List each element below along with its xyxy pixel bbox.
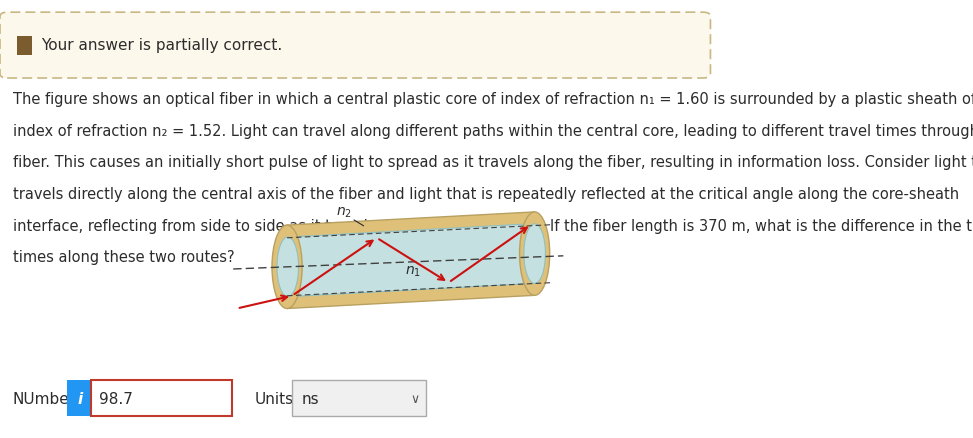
Text: interface, reflecting from side to side as it travels down the central core. If : interface, reflecting from side to side … xyxy=(13,218,973,233)
FancyBboxPatch shape xyxy=(91,381,232,417)
Ellipse shape xyxy=(520,212,550,296)
FancyBboxPatch shape xyxy=(67,381,93,417)
Ellipse shape xyxy=(277,237,299,297)
FancyBboxPatch shape xyxy=(292,381,425,417)
Text: travels directly along the central axis of the fiber and light that is repeatedl: travels directly along the central axis … xyxy=(13,187,959,201)
Text: Your answer is partially correct.: Your answer is partially correct. xyxy=(41,38,282,53)
Text: index of refraction n₂ = 1.52. Light can travel along different paths within the: index of refraction n₂ = 1.52. Light can… xyxy=(13,124,973,138)
Text: ∨: ∨ xyxy=(411,392,419,405)
Text: $n_1$: $n_1$ xyxy=(405,265,420,279)
Text: fiber. This causes an initially short pulse of light to spread as it travels alo: fiber. This causes an initially short pu… xyxy=(13,155,973,170)
Text: Units: Units xyxy=(255,391,294,406)
Ellipse shape xyxy=(523,224,546,284)
Polygon shape xyxy=(287,212,534,309)
Text: i: i xyxy=(78,391,83,406)
Text: ns: ns xyxy=(302,391,319,406)
Ellipse shape xyxy=(272,226,303,309)
FancyBboxPatch shape xyxy=(17,37,32,56)
Text: The figure shows an optical fiber in which a central plastic core of index of re: The figure shows an optical fiber in whi… xyxy=(13,92,973,107)
Text: 98.7: 98.7 xyxy=(99,391,133,406)
Polygon shape xyxy=(291,224,531,297)
Text: NUmber: NUmber xyxy=(13,391,76,406)
Text: $n_2$: $n_2$ xyxy=(337,205,352,219)
Text: times along these two routes?: times along these two routes? xyxy=(13,250,234,265)
FancyBboxPatch shape xyxy=(0,13,710,79)
